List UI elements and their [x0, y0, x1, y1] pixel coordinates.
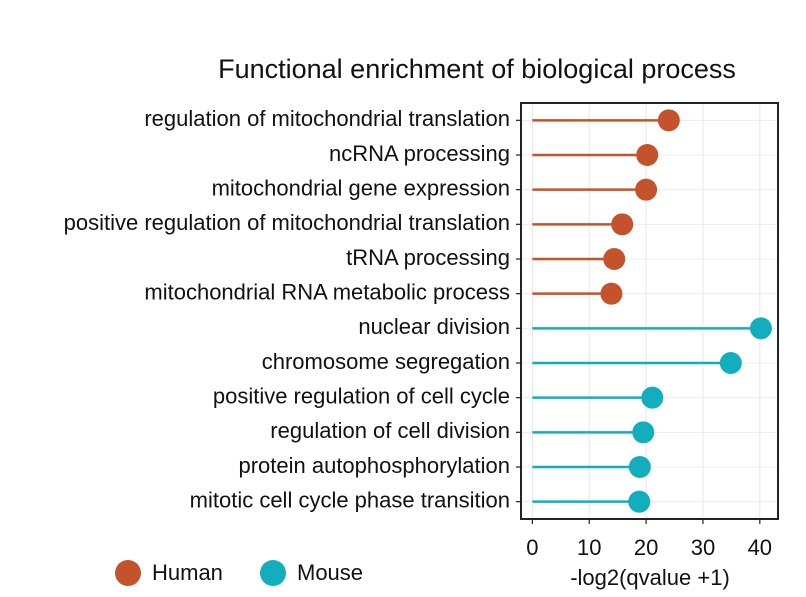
- y-tick-label: regulation of cell division: [270, 418, 510, 443]
- legend-label: Mouse: [297, 560, 363, 585]
- y-tick-label: positive regulation of cell cycle: [213, 383, 510, 408]
- y-tick-label: mitochondrial gene expression: [212, 175, 510, 200]
- plot-frame: [520, 102, 779, 520]
- legend-swatch: [260, 560, 286, 586]
- y-tick-label: mitotic cell cycle phase transition: [190, 487, 510, 512]
- dot: [749, 317, 772, 340]
- x-tick-label: 40: [748, 535, 772, 560]
- dot: [636, 144, 659, 166]
- y-tick-label: chromosome segregation: [262, 349, 510, 374]
- dot: [628, 456, 651, 478]
- y-tick-label: protein autophosphorylation: [238, 453, 510, 478]
- y-tick-label: nuclear division: [358, 314, 510, 339]
- y-tick-label: tRNA processing: [346, 245, 510, 270]
- legend-label: Human: [152, 560, 223, 585]
- x-tick-label: 10: [577, 535, 601, 560]
- x-tick-label: 20: [634, 535, 658, 560]
- dot: [628, 490, 651, 513]
- legend-swatch: [115, 560, 141, 586]
- dot: [600, 282, 623, 305]
- y-tick-label: positive regulation of mitochondrial tra…: [64, 210, 510, 235]
- dot: [632, 421, 655, 444]
- dot: [657, 109, 680, 132]
- chart-title: Functional enrichment of biological proc…: [218, 54, 736, 84]
- dot: [611, 213, 634, 236]
- dot: [641, 386, 664, 409]
- dot: [603, 248, 626, 270]
- x-tick-label: 0: [526, 535, 538, 560]
- dot: [719, 352, 742, 374]
- x-tick-label: 30: [691, 535, 715, 560]
- y-tick-label: regulation of mitochondrial translation: [144, 106, 510, 131]
- y-tick-label: mitochondrial RNA metabolic process: [144, 279, 510, 304]
- y-tick-label: ncRNA processing: [329, 141, 510, 166]
- x-axis-label: -log2(qvalue +1): [570, 565, 730, 590]
- dot: [635, 178, 658, 201]
